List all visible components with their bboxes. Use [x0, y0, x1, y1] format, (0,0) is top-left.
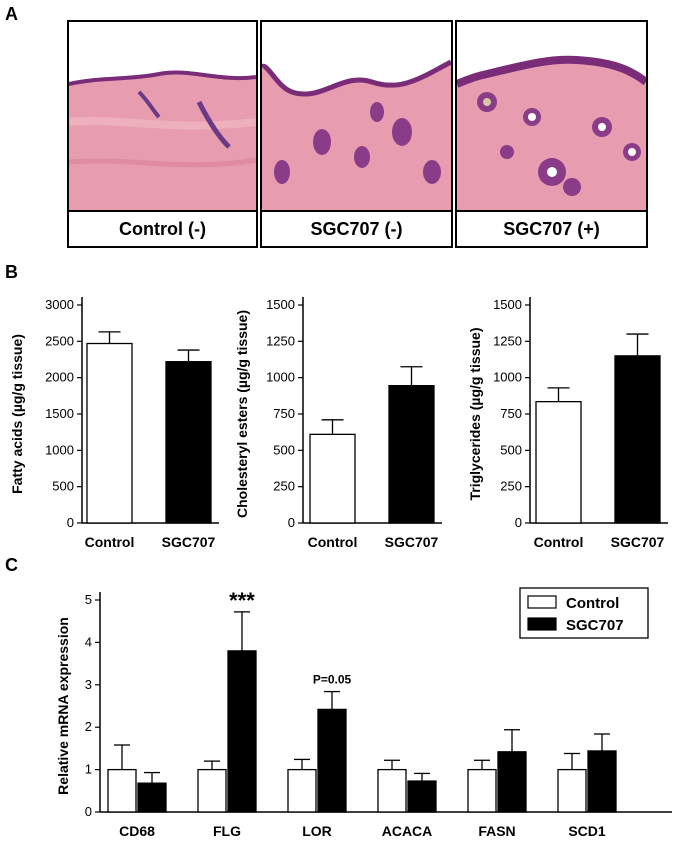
bar-sgc707	[388, 385, 435, 524]
x-tick-label: Control	[308, 534, 358, 550]
x-tick-label: ACACA	[382, 823, 433, 839]
panel-letter-c: C	[5, 555, 18, 575]
panel-letter-b: B	[5, 262, 18, 282]
y-tick-label: 1500	[493, 297, 522, 312]
y-tick-label: 1250	[266, 333, 295, 348]
y-tick-label: 0	[515, 515, 522, 530]
y-tick-label: 2500	[45, 333, 74, 348]
y-tick-label: 750	[273, 406, 295, 421]
y-axis-label: Relative mRNA expression	[55, 617, 71, 795]
y-tick-label: 3	[85, 677, 92, 692]
bar-sgc707	[497, 751, 527, 813]
bar-sgc707	[614, 355, 661, 524]
x-tick-label: LOR	[302, 823, 332, 839]
bar-sgc707	[165, 361, 212, 524]
y-tick-label: 5	[85, 592, 92, 607]
bar-control	[535, 400, 582, 524]
bar-sgc707	[137, 782, 167, 813]
bar-control	[287, 768, 317, 813]
y-tick-label: 250	[500, 479, 522, 494]
x-tick-label: CD68	[119, 823, 155, 839]
significance-annotation: ***	[229, 588, 255, 613]
y-tick-label: 1500	[45, 406, 74, 421]
y-tick-label: 500	[273, 442, 295, 457]
y-tick-label: 3000	[45, 297, 74, 312]
y-tick-label: 1000	[45, 442, 74, 457]
y-tick-label: 2	[85, 719, 92, 734]
y-tick-label: 750	[500, 406, 522, 421]
y-tick-label: 250	[273, 479, 295, 494]
y-tick-label: 0	[67, 515, 74, 530]
bar-sgc707	[587, 750, 617, 813]
bar-sgc707	[317, 708, 347, 813]
x-tick-label: SGC707	[162, 534, 216, 550]
significance-annotation: P=0.05	[313, 673, 352, 687]
y-tick-label: 500	[500, 442, 522, 457]
y-tick-label: 2000	[45, 370, 74, 385]
bar-sgc707	[227, 650, 257, 813]
bar-sgc707	[407, 780, 437, 813]
x-tick-label: SCD1	[568, 823, 606, 839]
histology-label-sgc707-treated: SGC707 (+)	[455, 210, 648, 248]
histology-label-sgc707-untreated: SGC707 (-)	[260, 210, 453, 248]
y-tick-label: 1000	[266, 370, 295, 385]
legend-swatch	[527, 595, 557, 609]
bar-control	[107, 768, 137, 813]
bar-control	[197, 768, 227, 813]
legend-label: SGC707	[566, 617, 624, 634]
y-axis-label: Cholesteryl esters (µg/g tissue)	[234, 310, 250, 518]
histology-label-control: Control (-)	[67, 210, 258, 248]
y-axis-label: Triglycerides (µg/g tissue)	[467, 327, 483, 500]
legend-label: Control	[566, 595, 619, 612]
histology-image-control	[67, 20, 258, 212]
legend-swatch	[527, 617, 557, 631]
y-tick-label: 500	[52, 479, 74, 494]
bar-control	[86, 342, 133, 524]
x-tick-label: FLG	[213, 823, 241, 839]
bar-control	[377, 768, 407, 813]
bar-control	[309, 433, 356, 524]
y-tick-label: 1250	[493, 333, 522, 348]
bar-control	[557, 768, 587, 813]
x-tick-label: SGC707	[385, 534, 439, 550]
y-tick-label: 1500	[266, 297, 295, 312]
x-tick-label: Control	[85, 534, 135, 550]
y-tick-label: 1	[85, 762, 92, 777]
y-tick-label: 4	[85, 634, 92, 649]
bar-control	[467, 768, 497, 813]
x-tick-label: SGC707	[611, 534, 665, 550]
y-tick-label: 1000	[493, 370, 522, 385]
y-axis-label: Fatty acids (µg/g tissue)	[9, 334, 25, 494]
y-tick-label: 0	[288, 515, 295, 530]
y-tick-label: 0	[85, 804, 92, 819]
panel-letter-a: A	[5, 4, 18, 24]
x-tick-label: Control	[534, 534, 584, 550]
x-tick-label: FASN	[478, 823, 515, 839]
